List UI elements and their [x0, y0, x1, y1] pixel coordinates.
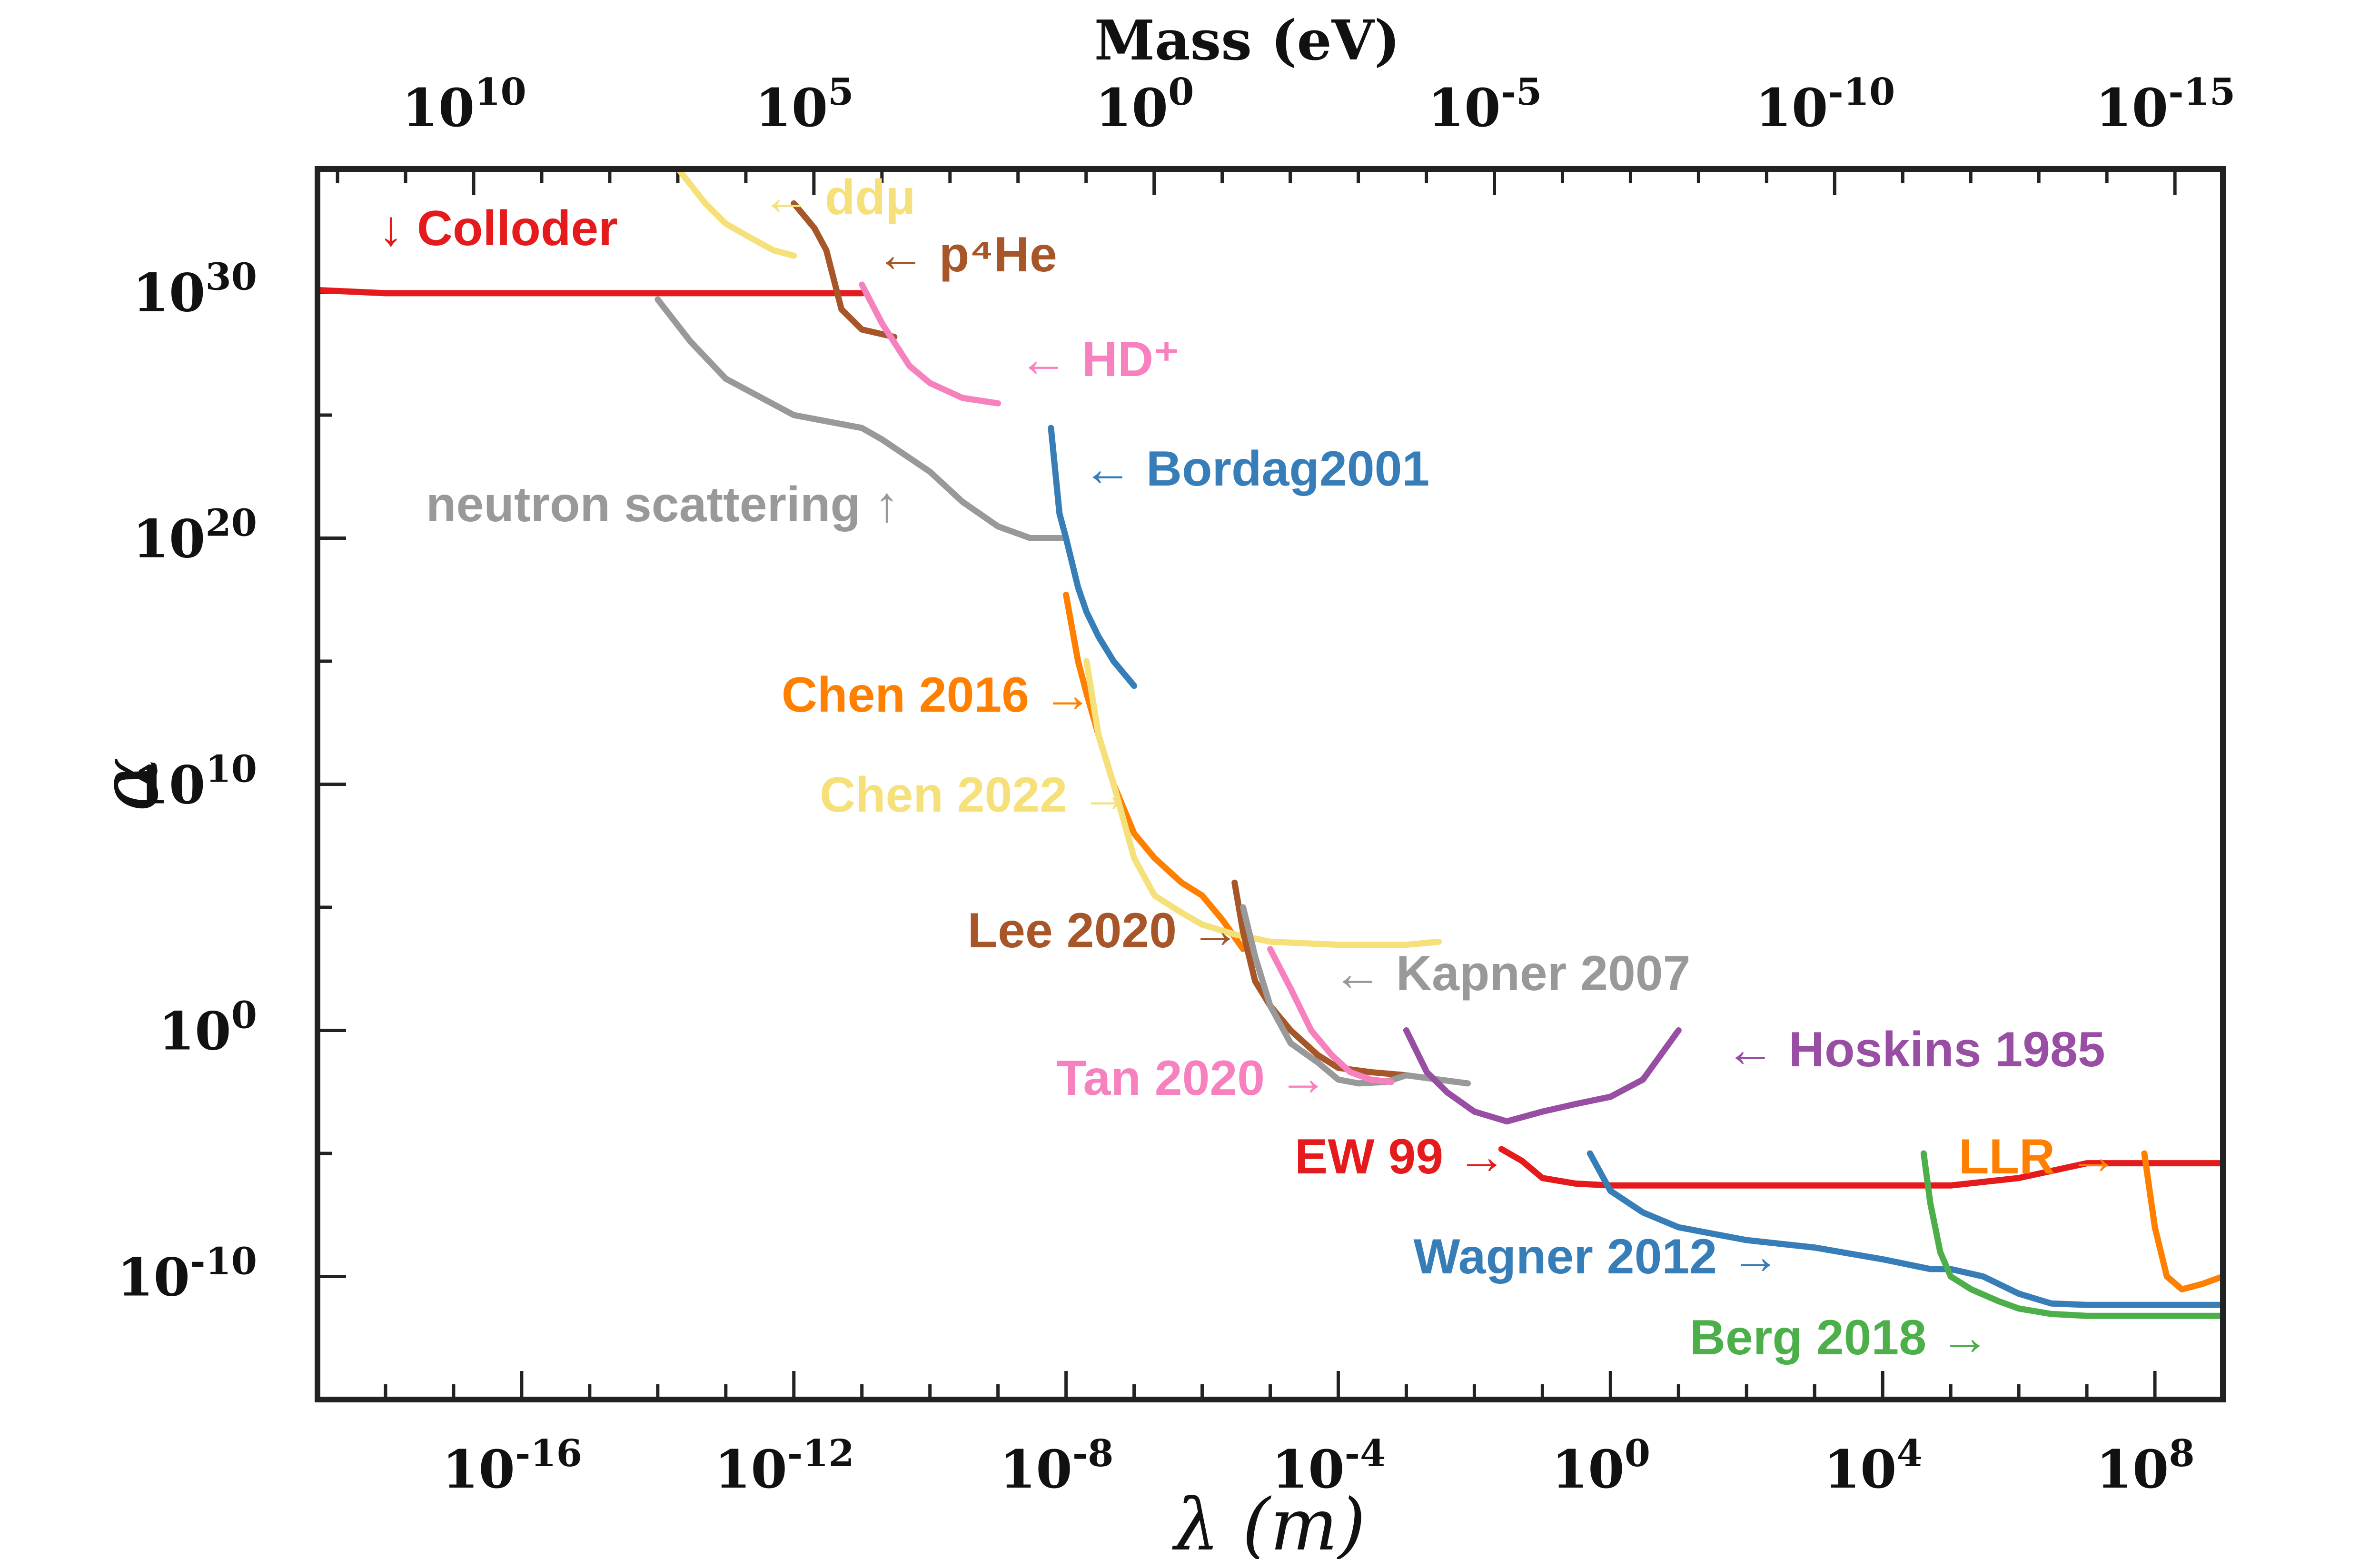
- x2-tick-label: 10-5: [1428, 70, 1542, 139]
- series-label-bordag2001: ← Bordag2001: [1083, 441, 1429, 496]
- series-line-ew-99: [1498, 1146, 2223, 1189]
- x-tick-label: 100: [1552, 1432, 1650, 1500]
- series-labels: ↓ Colloder ← ddμ← p⁴He ← HD⁺ neutron scatte…: [378, 170, 2118, 1365]
- y-tick-label: 1010: [132, 748, 257, 816]
- x2-tick-label: 100: [1095, 70, 1194, 139]
- series-line-llr: [2141, 1150, 2223, 1292]
- series-line-hd: [859, 281, 1002, 407]
- y-tick-label: 1030: [132, 256, 257, 324]
- series-label-hd: ← HD⁺: [1019, 332, 1180, 387]
- top-axis-title: Mass (eV): [1094, 9, 1400, 73]
- series-line-dd: [675, 169, 797, 259]
- y-tick-label: 10-10: [117, 1240, 257, 1308]
- x-tick-label: 10-16: [442, 1432, 582, 1500]
- series-line-berg-2018: [1920, 1150, 2223, 1319]
- series-label-lee-2020: Lee 2020 →: [968, 903, 1240, 958]
- series-label-colloder: ↓ Colloder: [378, 201, 618, 256]
- series-line-hoskins-1985: [1403, 1027, 1682, 1125]
- series-label-dd: ← ddμ: [762, 170, 916, 225]
- x2-tick-label: 1010: [402, 70, 526, 139]
- series-label-tan-2020: Tan 2020 →: [1057, 1051, 1328, 1106]
- plot-frame: [315, 166, 2226, 1402]
- x2-tick-label: 105: [755, 70, 853, 139]
- series-label-p-he: ← p⁴He: [876, 227, 1057, 282]
- series-line-wagner-2012: [1587, 1150, 2223, 1308]
- series-label-neutron-scattering: neutron scattering ↑: [426, 477, 899, 532]
- series-label-kapner-2007: ← Kapner 2007: [1333, 946, 1690, 1001]
- x2-tick-label: 10-15: [2095, 70, 2235, 139]
- x-axis-title: λ (m): [1172, 1484, 1366, 1559]
- x-tick-label: 108: [2096, 1432, 2194, 1500]
- series-line-neutron-scattering: [654, 296, 1070, 541]
- series-label-ew-99: EW 99 →: [1295, 1129, 1507, 1184]
- series-line-chen-2016: [1063, 592, 1247, 953]
- series-line-tan-2020: [1267, 946, 1395, 1085]
- series-label-chen-2016: Chen 2016 →: [782, 667, 1092, 723]
- series-label-wagner-2012: Wagner 2012 →: [1413, 1229, 1780, 1284]
- y-axis-title: α: [82, 757, 177, 812]
- series-line-chen-2022: [1083, 658, 1442, 948]
- y-tick-label: 100: [159, 994, 257, 1062]
- series-line-kapner-2007: [1240, 904, 1471, 1087]
- series-label-llr: LLR →: [1959, 1129, 2118, 1184]
- series-line-bordag2001: [1048, 425, 1138, 689]
- x-tick-label: 10-8: [1000, 1432, 1114, 1500]
- series-label-hoskins-1985: ← Hoskins 1985: [1726, 1022, 2105, 1077]
- x2-tick-label: 10-10: [1755, 70, 1895, 139]
- series-line-p-he: [791, 200, 898, 340]
- series-lines: [317, 169, 2223, 1319]
- x-tick-label: 10-4: [1272, 1432, 1386, 1500]
- x-tick-label: 104: [1824, 1432, 1922, 1500]
- x-tick-label: 10-12: [714, 1432, 854, 1500]
- tick-labels: 10-16 10-12 10-8 10-4 100 104 108 1010 105 100 10-…: [117, 70, 2235, 1500]
- series-line-colloder: [317, 287, 865, 297]
- series-label-berg-2018: Berg 2018 →: [1690, 1310, 1990, 1365]
- series-line-lee-2020: [1231, 879, 1409, 1079]
- y-tick-label: 1020: [132, 502, 257, 570]
- series-label-chen-2022: Chen 2022 →: [820, 767, 1130, 823]
